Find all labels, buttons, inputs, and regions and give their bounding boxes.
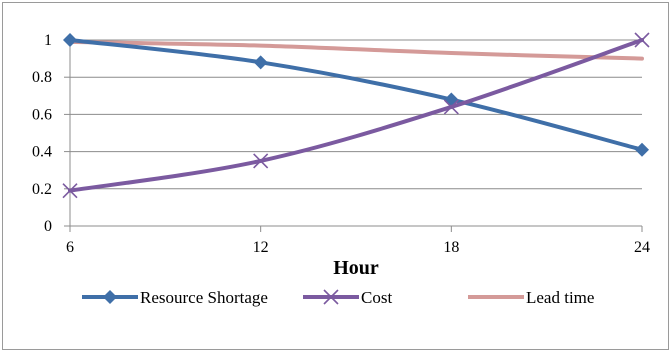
y-tick-label: 1 xyxy=(44,32,52,49)
legend: Resource Shortage Cost Lead time xyxy=(82,288,594,307)
legend-marker xyxy=(323,289,339,305)
tick-labels: 0 0.2 0.4 0.6 0.8 1 6 12 18 24 xyxy=(32,32,650,256)
series-cost xyxy=(62,32,650,199)
series-group xyxy=(62,32,650,199)
series-resource-shortage xyxy=(63,33,649,157)
legend-label: Cost xyxy=(361,288,392,307)
legend-marker xyxy=(103,290,117,304)
x-axis-title: Hour xyxy=(333,257,379,279)
legend-item-cost: Cost xyxy=(303,288,392,307)
x-tick-label: 12 xyxy=(253,239,269,256)
cost-point xyxy=(62,183,78,199)
legend-item-resource-shortage: Resource Shortage xyxy=(82,288,268,307)
resource-shortage-point xyxy=(253,55,268,70)
lead-time-line xyxy=(68,39,644,61)
x-tick-label: 24 xyxy=(634,239,650,256)
legend-label: Resource Shortage xyxy=(140,288,268,307)
legend-item-lead-time: Lead time xyxy=(468,288,594,307)
y-tick-label: 0.6 xyxy=(32,106,52,123)
y-tick-label: 0.8 xyxy=(32,69,52,86)
resource-shortage-point xyxy=(63,33,77,47)
cost-point xyxy=(443,99,459,115)
y-tick-label: 0.2 xyxy=(32,181,52,198)
cost-line xyxy=(68,38,644,193)
resource-shortage-point xyxy=(635,142,649,157)
series-lead-time xyxy=(68,39,644,61)
y-tick-label: 0.4 xyxy=(32,144,52,161)
y-tick-label: 0 xyxy=(44,218,52,235)
cost-point xyxy=(253,153,269,169)
cost-point xyxy=(634,32,650,48)
x-tick-label: 6 xyxy=(66,239,74,256)
x-tick-label: 18 xyxy=(443,239,459,256)
axes xyxy=(69,40,643,232)
resource-shortage-line xyxy=(68,38,644,152)
legend-label: Lead time xyxy=(526,288,594,307)
gridlines xyxy=(64,39,642,227)
